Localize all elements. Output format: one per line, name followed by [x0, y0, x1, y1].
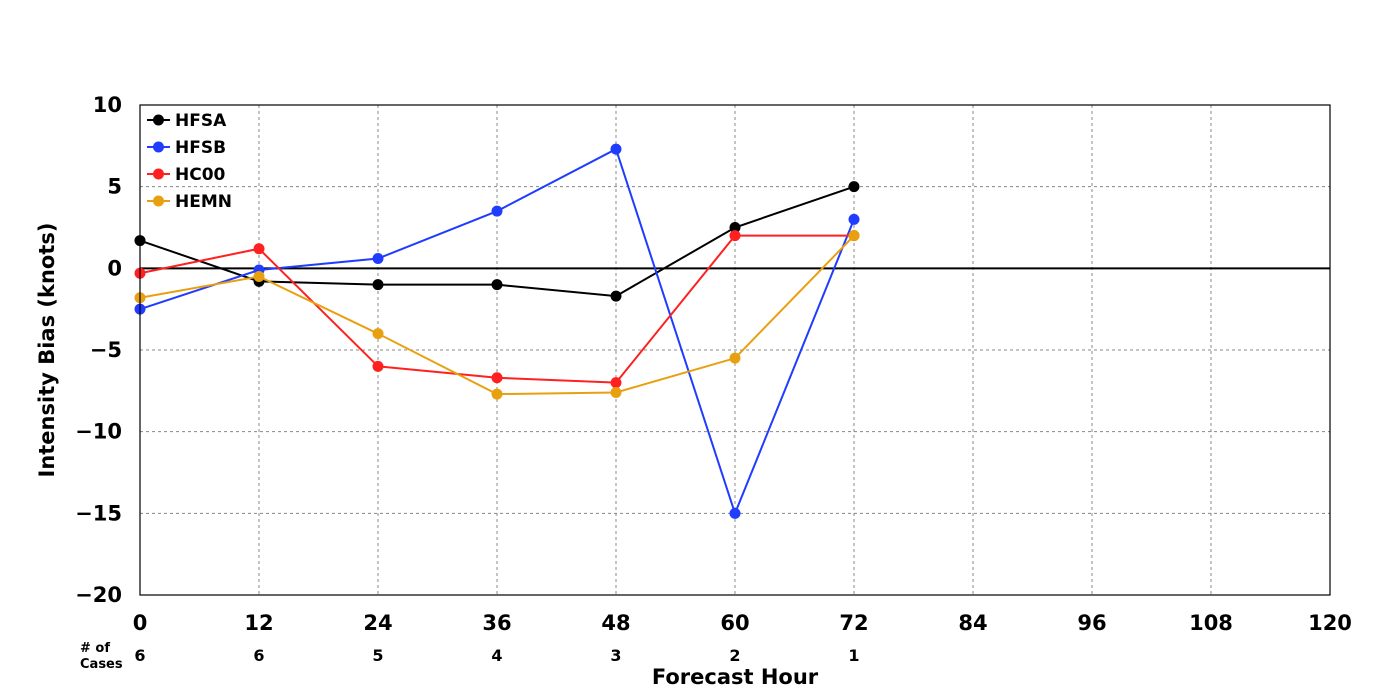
- legend-label: HEMN: [175, 192, 232, 212]
- series-hemn: [134, 230, 860, 400]
- legend: HFSA HFSB HC00 HEMN: [147, 111, 232, 212]
- y-tick-label: 0: [107, 256, 122, 280]
- y-tick-label: −10: [75, 420, 122, 444]
- series-layer: [134, 143, 860, 519]
- x-tick-label: 24: [363, 611, 392, 635]
- data-point: [610, 377, 622, 389]
- data-point: [729, 230, 741, 242]
- x-axis-label: Forecast Hour: [652, 665, 819, 689]
- legend-label: HC00: [175, 165, 226, 185]
- case-count: 6: [134, 646, 145, 665]
- case-count: 3: [610, 646, 621, 665]
- x-tick-label: 108: [1189, 611, 1233, 635]
- legend-item-hc00: HC00: [147, 165, 226, 185]
- x-tick-label: 48: [601, 611, 630, 635]
- case-count: 1: [848, 646, 859, 665]
- y-tick-label: 10: [93, 93, 122, 117]
- legend-marker: [153, 114, 164, 126]
- data-point: [848, 213, 860, 225]
- legend-label: HFSA: [175, 111, 227, 131]
- legend-marker: [153, 195, 164, 207]
- x-tick-label: 0: [133, 611, 148, 635]
- y-axis-label: Intensity Bias (knots): [35, 223, 59, 478]
- y-tick-label: 5: [107, 175, 122, 199]
- data-point: [610, 143, 622, 155]
- legend-item-hfsa: HFSA: [147, 111, 227, 131]
- x-tick-label: 60: [720, 611, 749, 635]
- legend-item-hemn: HEMN: [147, 192, 232, 212]
- case-count: 6: [253, 646, 264, 665]
- data-point: [372, 279, 384, 291]
- data-point: [253, 271, 265, 282]
- y-tick-label: −20: [75, 583, 122, 607]
- x-tick-label: 36: [482, 611, 511, 635]
- y-tick-label: −15: [75, 501, 122, 525]
- data-point: [729, 352, 741, 364]
- legend-item-hfsb: HFSB: [147, 138, 226, 158]
- data-point: [729, 507, 741, 519]
- x-tick-label: 96: [1077, 611, 1106, 635]
- data-point: [610, 290, 622, 302]
- y-tick-labels: 10 5 0 −5 −10 −15 −20: [75, 93, 122, 607]
- data-point: [372, 253, 384, 265]
- data-point: [253, 243, 265, 255]
- x-tick-label: 84: [958, 611, 987, 635]
- data-point: [848, 230, 860, 242]
- data-point: [491, 205, 503, 217]
- data-point: [372, 328, 384, 340]
- legend-marker: [153, 168, 164, 180]
- data-point: [848, 181, 860, 193]
- data-point: [491, 388, 503, 400]
- series-hfsb: [134, 143, 860, 519]
- x-tick-label: 72: [839, 611, 868, 635]
- case-count: 2: [729, 646, 740, 665]
- case-count: 5: [372, 646, 383, 665]
- data-point: [491, 372, 503, 384]
- y-tick-label: −5: [90, 338, 122, 362]
- case-count: 4: [491, 646, 502, 665]
- x-tick-labels: 0 12 24 36 48 60 72 84 96 108 120: [133, 611, 1352, 635]
- plot-frame: [139, 104, 1331, 596]
- x-tick-label: 120: [1308, 611, 1352, 635]
- legend-label: HFSB: [175, 138, 226, 158]
- data-point: [729, 222, 741, 233]
- cases-row: # of Cases 6 6 5 4 3 2 1: [80, 641, 860, 672]
- series-hfsa: [134, 181, 860, 302]
- legend-marker: [153, 141, 164, 153]
- x-tick-label: 12: [244, 611, 273, 635]
- cases-label-line1: # of: [80, 641, 110, 656]
- data-point: [610, 386, 622, 398]
- data-point: [372, 360, 384, 372]
- data-point: [491, 279, 503, 291]
- grid-lines: [140, 105, 1330, 595]
- cases-label-line2: Cases: [80, 657, 123, 672]
